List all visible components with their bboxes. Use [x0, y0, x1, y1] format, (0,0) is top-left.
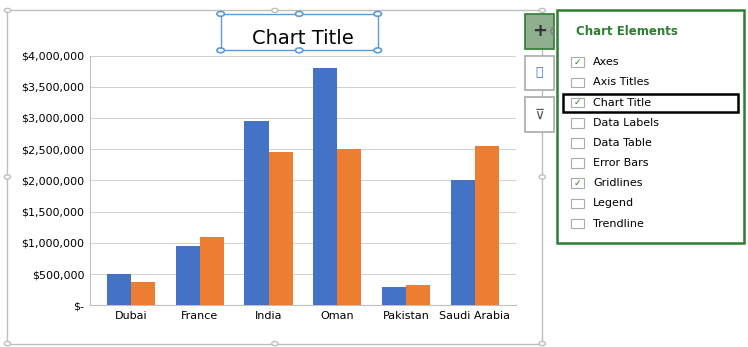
Text: Axis Titles: Axis Titles [593, 77, 649, 87]
Text: Data Labels: Data Labels [593, 118, 659, 128]
Bar [200, 237, 224, 305]
Text: +: + [532, 22, 547, 40]
Text: ✓: ✓ [574, 179, 581, 188]
Bar [406, 285, 430, 305]
Bar [176, 246, 200, 305]
Text: Trendline: Trendline [593, 219, 644, 229]
Title: Chart Title: Chart Title [252, 29, 354, 49]
Bar [475, 146, 499, 305]
Text: Chart Elements: Chart Elements [576, 25, 678, 38]
Text: ❮: ❮ [548, 26, 556, 36]
Bar [337, 149, 361, 305]
Text: Axes: Axes [593, 57, 619, 67]
Text: ✓: ✓ [574, 58, 581, 67]
Text: Error Bars: Error Bars [593, 158, 649, 168]
Text: Data Table: Data Table [593, 138, 652, 148]
Text: Gridlines: Gridlines [593, 178, 643, 188]
Bar [107, 274, 131, 305]
Bar [451, 180, 475, 305]
Bar [131, 282, 155, 305]
Bar [313, 68, 337, 305]
Text: Legend: Legend [593, 198, 634, 209]
Text: ⊽: ⊽ [534, 108, 545, 121]
Bar [382, 287, 406, 305]
Text: 🖌: 🖌 [536, 66, 543, 79]
Text: ✓: ✓ [574, 98, 581, 107]
Bar [245, 121, 269, 305]
Bar [269, 152, 292, 305]
Text: Chart Title: Chart Title [593, 98, 652, 108]
